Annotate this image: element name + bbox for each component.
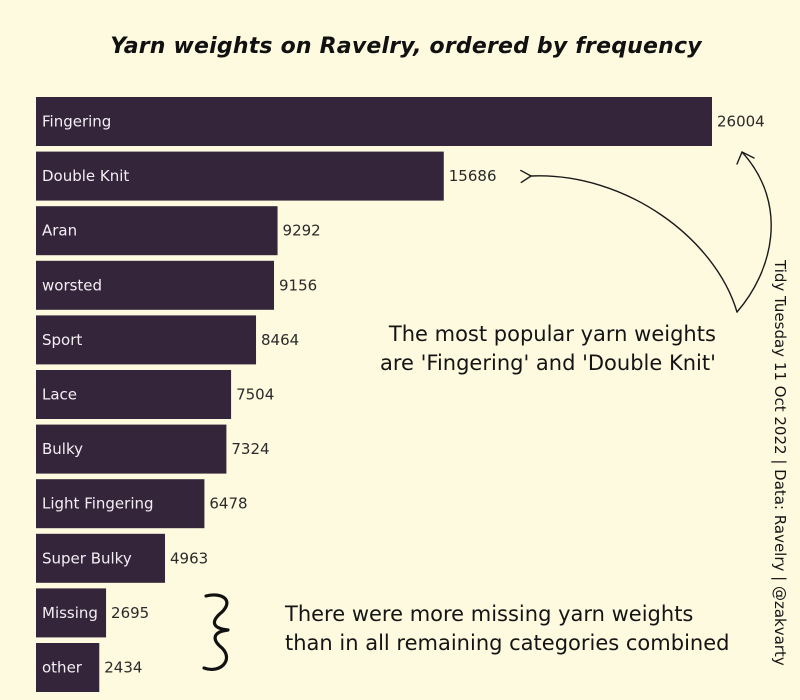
value-label-lace: 7504	[236, 386, 274, 404]
annotation-arrows	[520, 151, 772, 313]
bar-missing	[36, 588, 107, 638]
bar-aran	[36, 206, 278, 256]
source-caption: Tidy Tuesday 11 Oct 2022 | Data: Ravelry…	[771, 260, 789, 666]
bar-label-missing: Missing	[42, 604, 98, 622]
bar-label-other: other	[42, 659, 83, 677]
annotation-missing-line-1: There were more missing yarn weights	[285, 602, 694, 626]
arrow-tip-fingering	[736, 151, 755, 165]
bar-worsted	[36, 260, 275, 310]
bar-label-worsted: worsted	[42, 276, 102, 294]
value-label-bulky: 7324	[231, 440, 269, 458]
bar-label-light-fingering: Light Fingering	[42, 495, 154, 513]
bar-double-knit	[36, 151, 444, 201]
value-label-light-fingering: 6478	[209, 495, 247, 513]
curly-brace-icon	[202, 593, 230, 671]
arrow-to-double-knit	[520, 169, 738, 313]
annotation-missing-line-2: than in all remaining categories combine…	[285, 631, 730, 656]
annotation-popular-line-1: The most popular yarn weights	[388, 322, 716, 346]
bar-label-fingering: Fingering	[42, 113, 111, 131]
value-label-missing: 2695	[111, 604, 149, 622]
bar-lace	[36, 370, 232, 419]
bar-label-bulky: Bulky	[42, 440, 83, 458]
bars-group: Fingering 26004 Double Knit 15686 Aran 9292 wo…	[36, 97, 765, 692]
bar-sport	[36, 315, 257, 365]
annotation-popular-line-2: are 'Fingering' and 'Double Knit'	[380, 351, 716, 376]
bar-light-fingering	[36, 479, 205, 529]
bar-label-aran: Aran	[42, 222, 77, 240]
bar-bulky	[36, 424, 227, 474]
bar-label-super-bulky: Super Bulky	[42, 549, 132, 567]
value-label-aran: 9292	[283, 222, 321, 240]
annotation-missing: There were more missing yarn weights tha…	[285, 600, 729, 659]
bar-super-bulky	[36, 533, 166, 583]
value-label-fingering: 26004	[717, 113, 765, 131]
bar-fingering	[36, 97, 712, 146]
chart-title: Yarn weights on Ravelry, ordered by freq…	[110, 34, 702, 59]
value-label-other: 2434	[104, 659, 142, 677]
value-label-double-knit: 15686	[449, 167, 497, 185]
value-label-super-bulky: 4963	[170, 549, 208, 567]
arrow-to-fingering	[736, 151, 772, 313]
bar-other	[36, 643, 100, 692]
value-label-worsted: 9156	[279, 276, 317, 294]
bar-label-double-knit: Double Knit	[42, 167, 129, 185]
bar-label-lace: Lace	[42, 386, 77, 404]
bar-label-sport: Sport	[42, 331, 82, 349]
annotation-popular: The most popular yarn weights are 'Finge…	[380, 320, 716, 379]
value-label-sport: 8464	[261, 331, 299, 349]
